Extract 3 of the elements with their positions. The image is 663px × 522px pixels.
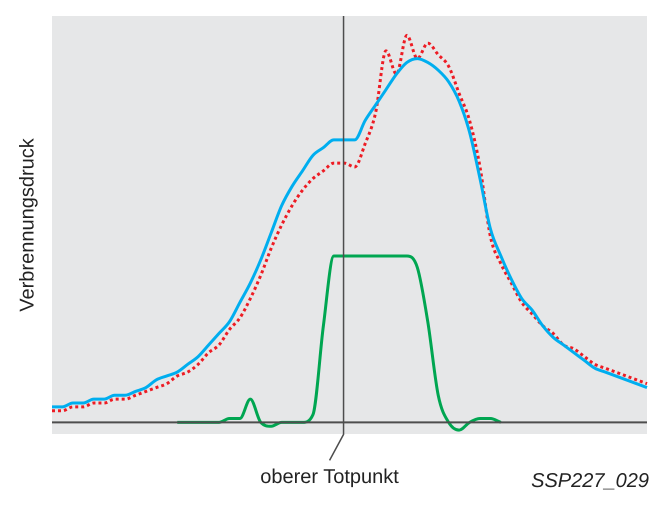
y-axis-title: Verbrennungsdruck: [16, 137, 39, 312]
text: SSP227_029: [531, 470, 649, 493]
text: oberer Totpunkt: [260, 466, 400, 488]
